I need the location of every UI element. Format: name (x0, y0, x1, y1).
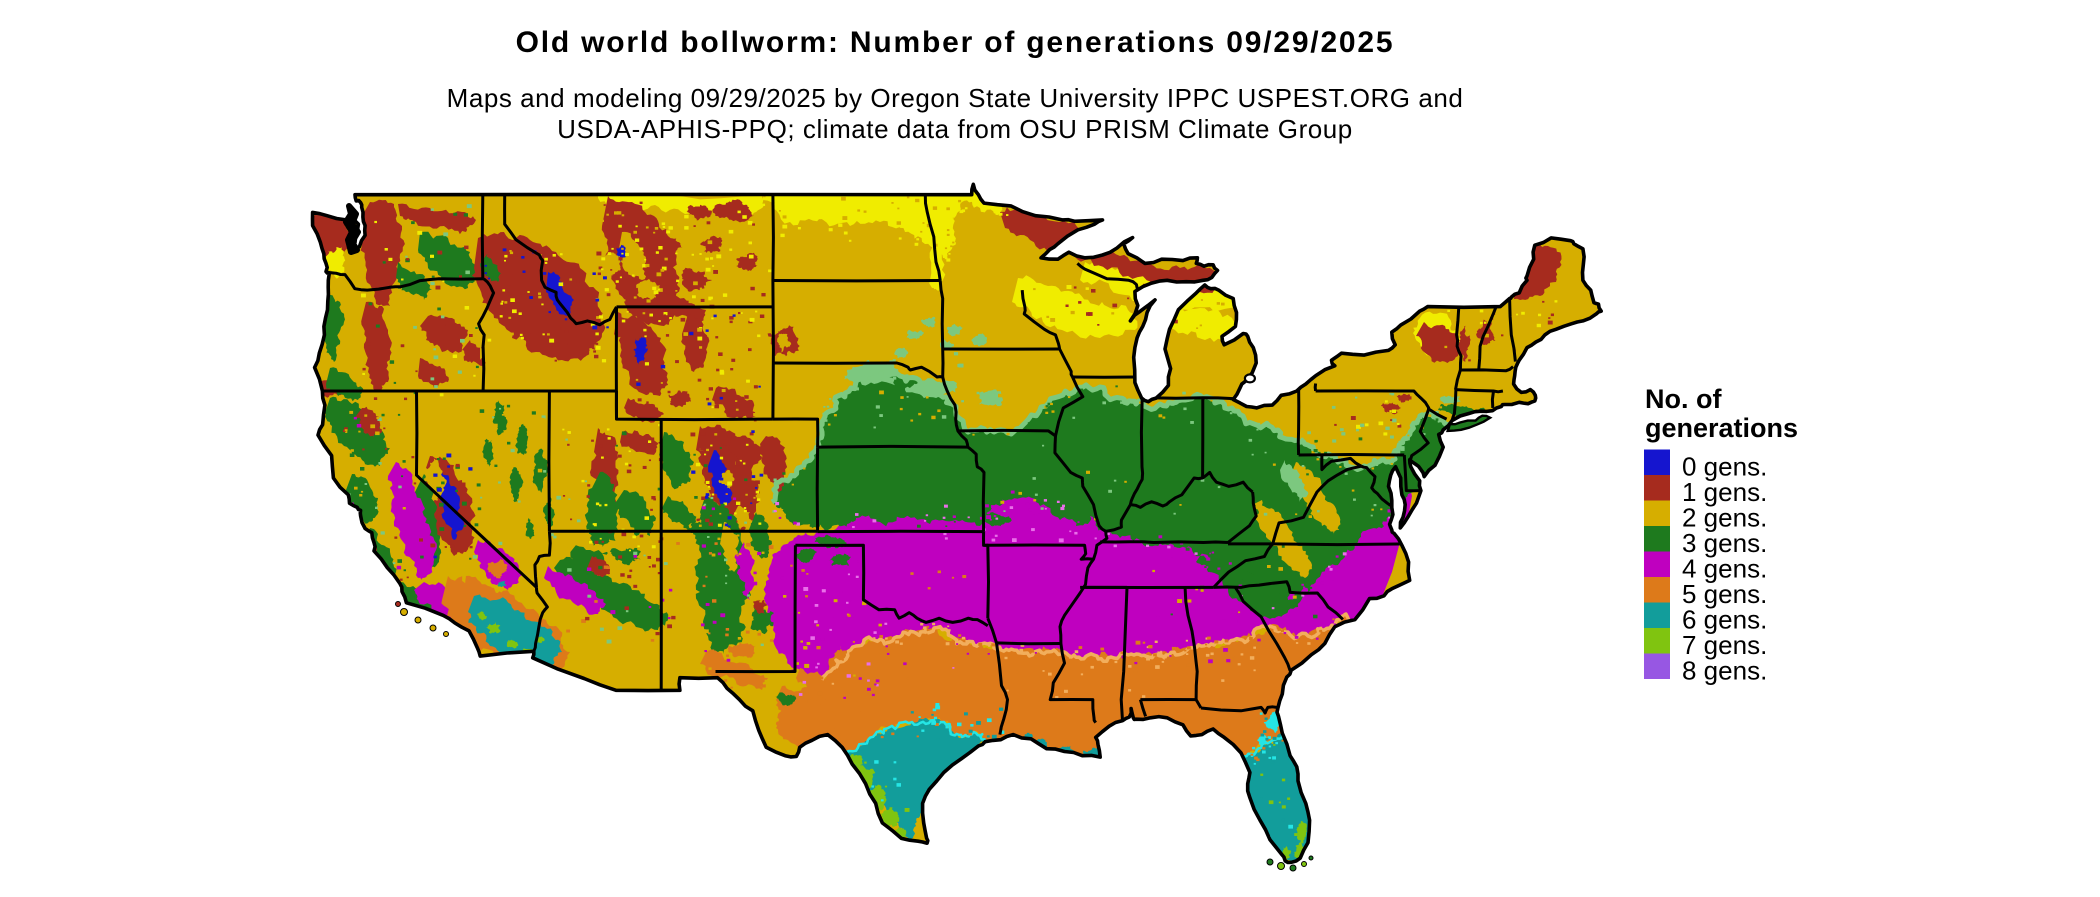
svg-text:5 gens.: 5 gens. (1682, 579, 1767, 609)
svg-text:1 gens.: 1 gens. (1682, 477, 1767, 507)
svg-text:No. of: No. of (1645, 384, 1722, 414)
svg-text:6 gens.: 6 gens. (1682, 604, 1767, 634)
svg-text:generations: generations (1645, 413, 1798, 443)
svg-text:8 gens.: 8 gens. (1682, 655, 1767, 685)
svg-text:7 gens.: 7 gens. (1682, 630, 1767, 660)
svg-text:0 gens.: 0 gens. (1682, 451, 1767, 481)
svg-text:3 gens.: 3 gens. (1682, 528, 1767, 558)
svg-text:4 gens.: 4 gens. (1682, 553, 1767, 583)
svg-text:2 gens.: 2 gens. (1682, 502, 1767, 532)
